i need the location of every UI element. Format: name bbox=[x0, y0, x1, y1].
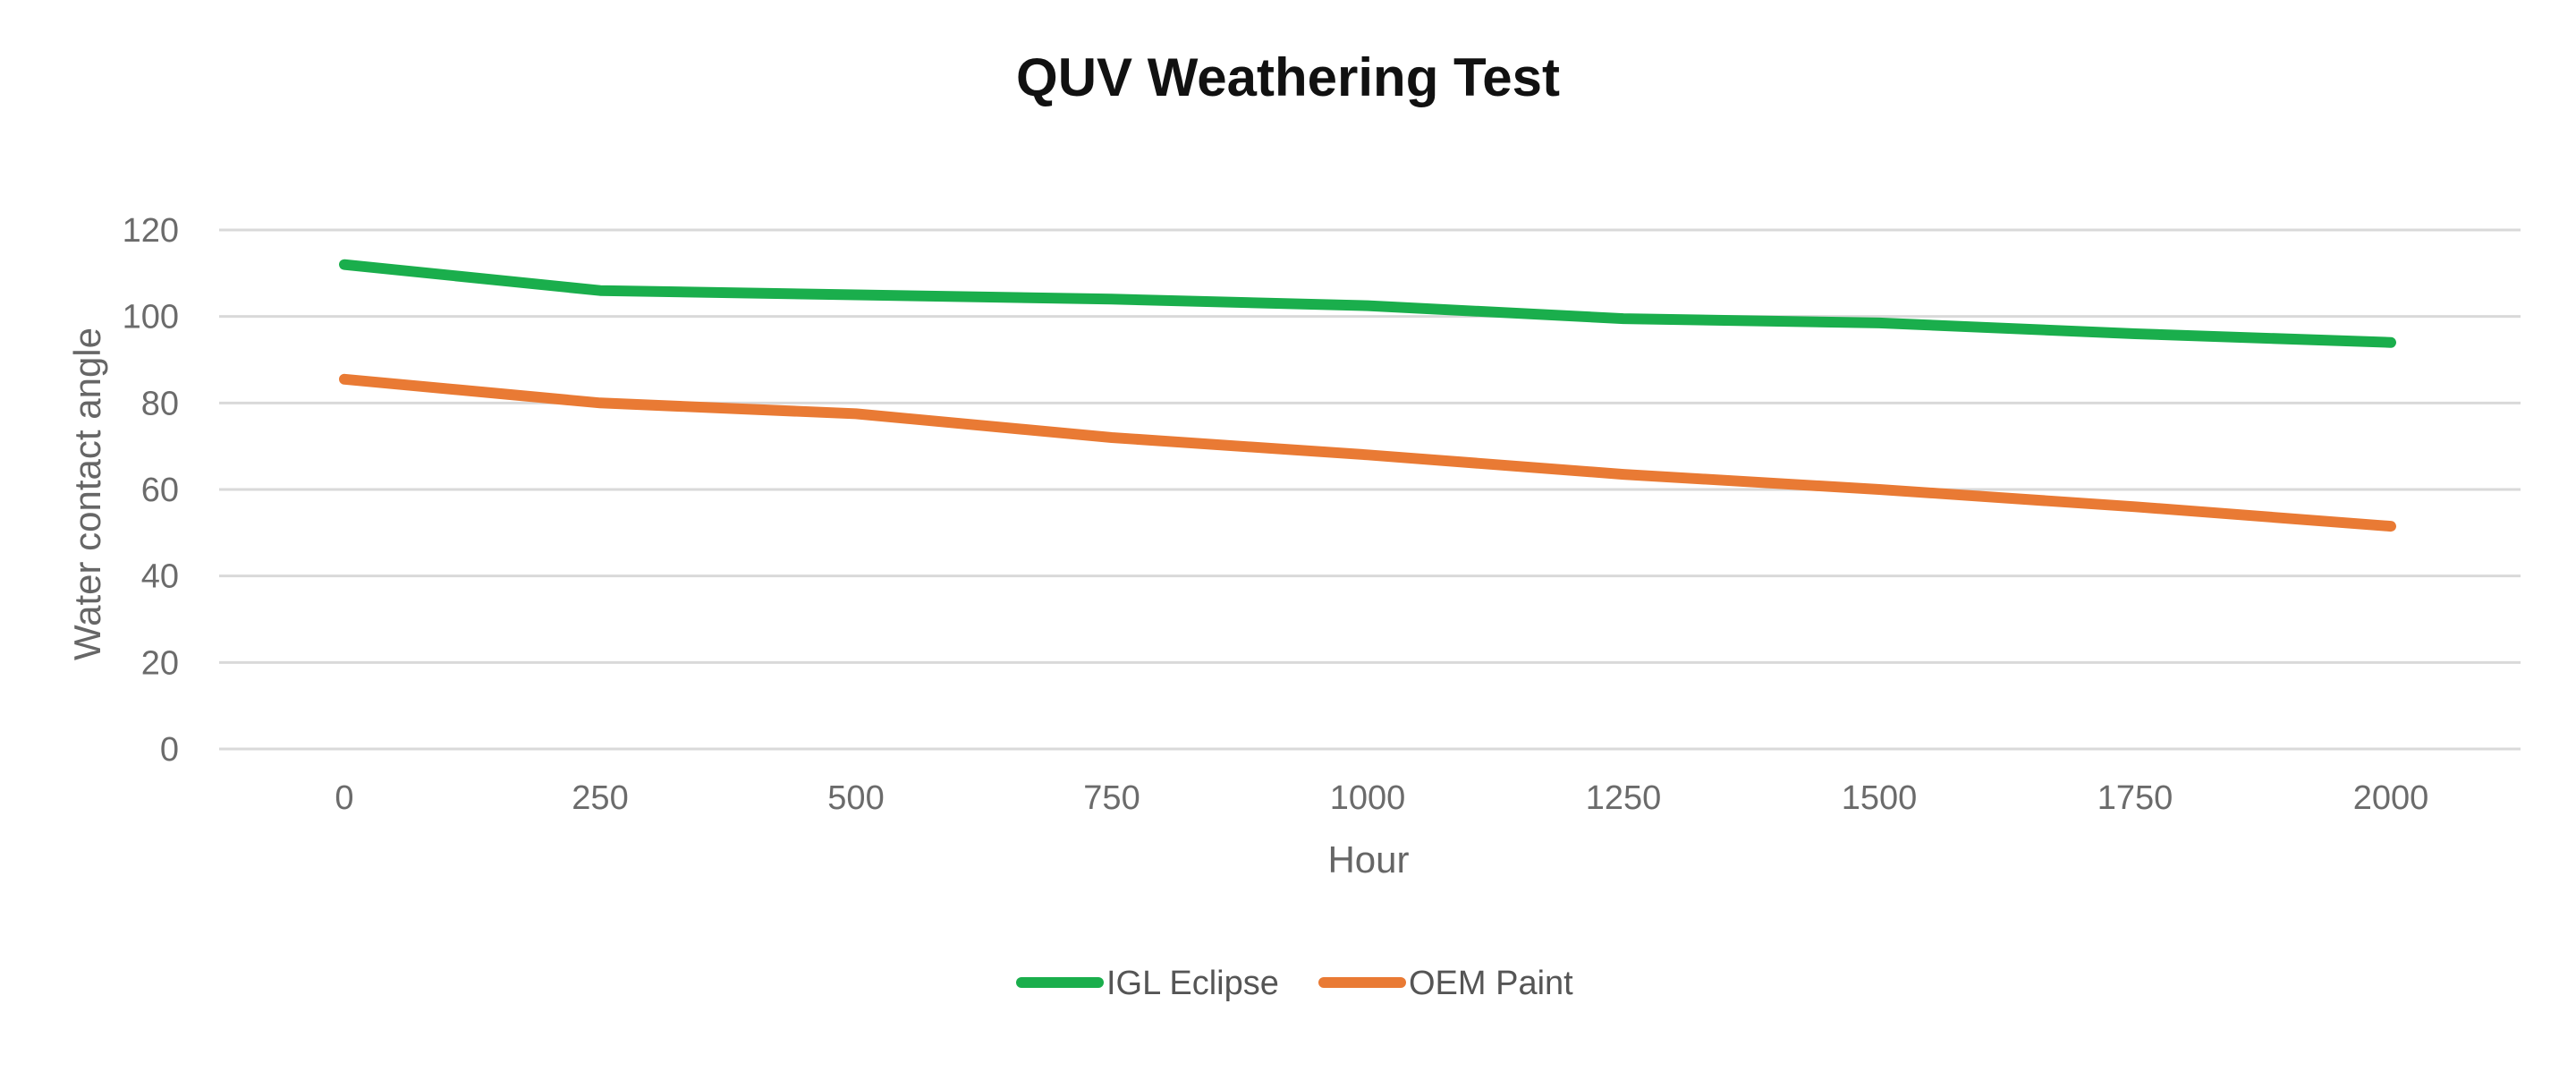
x-tick-label: 1500 bbox=[1842, 779, 1918, 817]
x-tick-label: 2000 bbox=[2353, 779, 2429, 817]
x-axis-ticks: 0 250 500 750 1000 1250 1500 1750 2000 bbox=[335, 779, 2428, 817]
y-tick-label: 80 bbox=[141, 385, 179, 422]
series-line-igl-eclipse bbox=[339, 259, 2396, 348]
x-tick-label: 500 bbox=[827, 779, 884, 817]
x-tick-label: 1000 bbox=[1330, 779, 1406, 817]
y-tick-label: 120 bbox=[123, 212, 179, 250]
gridlines bbox=[219, 228, 2521, 751]
legend-label: IGL Eclipse bbox=[1106, 965, 1279, 1002]
x-tick-label: 250 bbox=[572, 779, 628, 817]
y-tick-label: 60 bbox=[141, 472, 179, 509]
legend-label: OEM Paint bbox=[1409, 965, 1573, 1002]
x-tick-label: 1250 bbox=[1586, 779, 1662, 817]
chart-title: QUV Weathering Test bbox=[1016, 47, 1560, 107]
x-tick-label: 1750 bbox=[2097, 779, 2174, 817]
x-tick-label: 750 bbox=[1083, 779, 1140, 817]
x-axis-label: Hour bbox=[1327, 838, 1409, 881]
y-tick-label: 100 bbox=[123, 299, 179, 336]
y-tick-label: 20 bbox=[141, 644, 179, 682]
series-line-oem-paint bbox=[339, 373, 2396, 532]
y-tick-label: 40 bbox=[141, 558, 179, 596]
y-axis-ticks: 0 20 40 60 80 100 120 bbox=[123, 212, 179, 769]
legend: IGL Eclipse OEM Paint bbox=[1016, 965, 1573, 1002]
x-tick-label: 0 bbox=[335, 779, 353, 817]
y-tick-label: 0 bbox=[160, 731, 179, 769]
series-lines bbox=[339, 259, 2396, 532]
y-axis-label: Water contact angle bbox=[66, 328, 108, 660]
